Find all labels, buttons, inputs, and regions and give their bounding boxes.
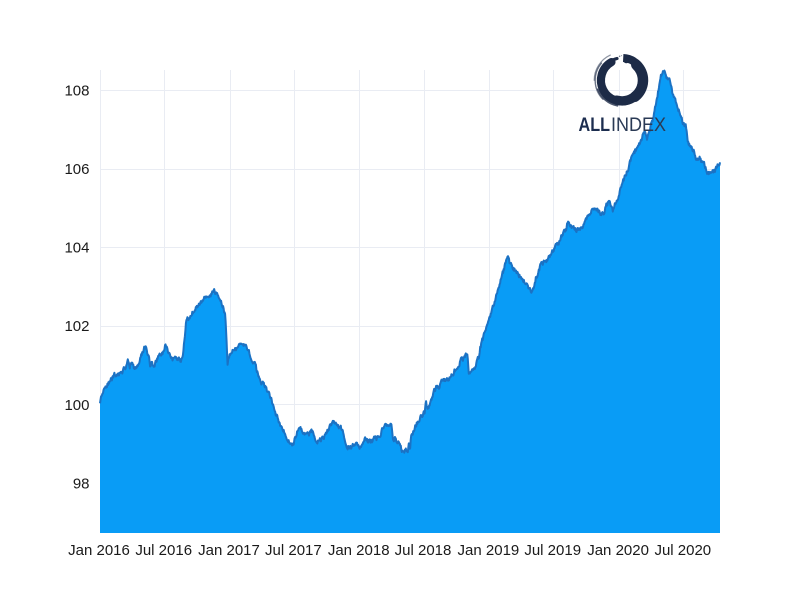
svg-text:106: 106 [64,161,89,178]
svg-text:Jul 2017: Jul 2017 [265,542,322,559]
svg-text:Jan 2020: Jan 2020 [587,542,649,559]
svg-text:Jan 2018: Jan 2018 [328,542,390,559]
svg-text:100: 100 [64,397,89,414]
svg-text:ALL: ALL [579,114,611,136]
svg-text:Jan 2016: Jan 2016 [68,542,130,559]
svg-text:Jul 2016: Jul 2016 [135,542,192,559]
svg-text:Jul 2019: Jul 2019 [524,542,581,559]
svg-text:108: 108 [64,82,89,99]
svg-text:Jan 2019: Jan 2019 [458,542,520,559]
svg-text:Jan 2017: Jan 2017 [198,542,260,559]
svg-text:98: 98 [73,475,90,492]
svg-text:Jul 2020: Jul 2020 [654,542,711,559]
svg-text:INDEX: INDEX [611,114,666,136]
svg-text:Jul 2018: Jul 2018 [395,542,452,559]
svg-text:104: 104 [64,240,89,257]
svg-text:102: 102 [64,318,89,335]
